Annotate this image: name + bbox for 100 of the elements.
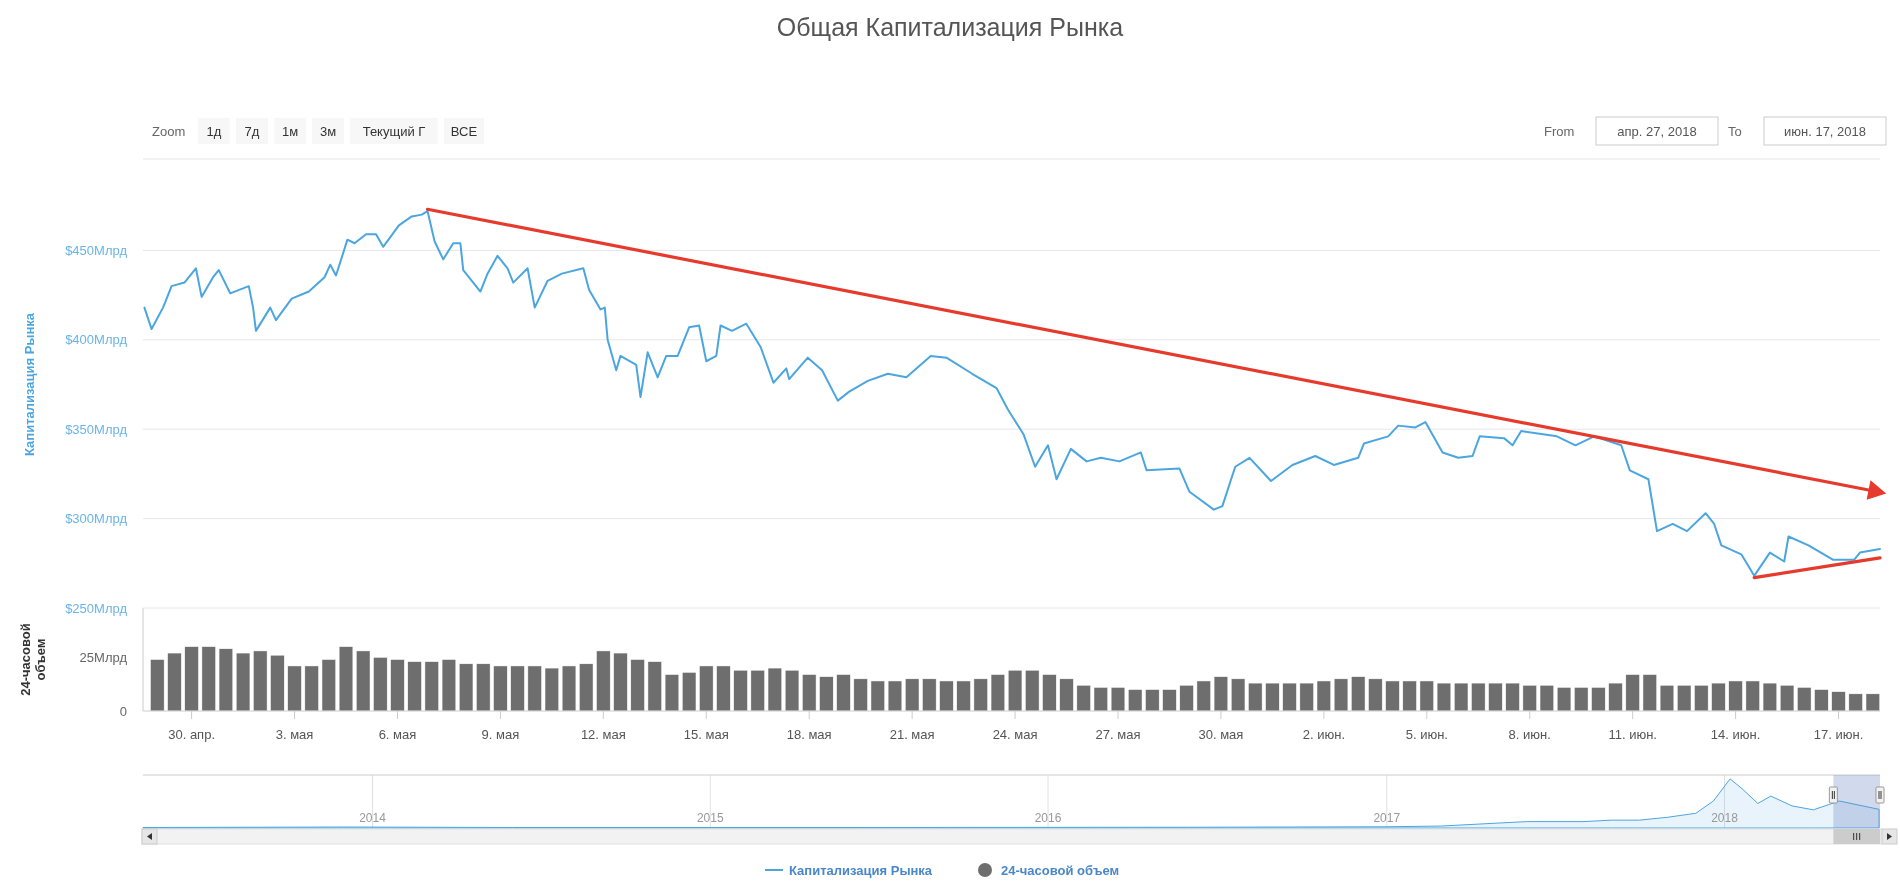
x-tick-label: 2015 [696, 811, 724, 825]
text: июн. 17, 2018 [1783, 124, 1867, 139]
y-tick-label: $250Млрд [65, 600, 128, 616]
bar [1865, 693, 1880, 712]
x-tick-label: 3. мая [275, 727, 314, 742]
x-tick-label: 2016 [1034, 811, 1062, 825]
x-tick-label: 17. июн. [1813, 727, 1864, 742]
bar [1677, 685, 1692, 712]
text: From [1544, 124, 1575, 139]
bar [1779, 685, 1795, 712]
bar [990, 674, 1006, 712]
bar [1213, 676, 1229, 712]
bar [1591, 687, 1606, 712]
bar [253, 650, 268, 712]
bar [870, 680, 885, 712]
bar [802, 674, 817, 712]
bar [939, 680, 954, 712]
bar [304, 665, 319, 712]
y-axis-title: Капитализация Рынка [22, 312, 37, 457]
y-tick-label: 0 [119, 703, 127, 719]
bar [1556, 687, 1572, 712]
bar [1762, 682, 1778, 712]
bar [1694, 685, 1709, 712]
x-tick-label: 8. июн. [1508, 727, 1551, 742]
y-tick-label: $400Млрд [65, 332, 128, 348]
bar [682, 672, 697, 712]
bar [1042, 674, 1057, 712]
bar [647, 661, 662, 712]
bar [613, 652, 628, 712]
bar [1145, 689, 1160, 712]
bar [167, 652, 182, 712]
bar [1642, 674, 1657, 712]
bar [1128, 689, 1143, 712]
bar [1385, 680, 1400, 712]
bar [1093, 687, 1108, 712]
bar [1402, 680, 1417, 712]
bar [270, 654, 285, 712]
bar [1608, 682, 1623, 712]
bar [1436, 682, 1452, 712]
bar [1574, 687, 1589, 712]
bar [1248, 682, 1263, 712]
bar [922, 678, 937, 712]
bar [493, 665, 508, 712]
bar [1711, 682, 1726, 712]
bar [1351, 676, 1366, 712]
bar [1419, 680, 1434, 712]
bar [1316, 680, 1331, 712]
bar [510, 665, 525, 712]
bar [1539, 685, 1554, 712]
x-tick-label: 2018 [1711, 811, 1739, 825]
x-tick-label: 27. мая [1095, 727, 1141, 742]
bar [338, 646, 354, 712]
chart-title: Общая Капитализация Рынка [776, 13, 1124, 41]
bar [218, 648, 234, 712]
bar [1025, 669, 1040, 712]
x-tick-label: 2014 [359, 811, 387, 825]
bar [750, 669, 765, 712]
bar [716, 665, 731, 712]
y-tick-label: $450Млрд [65, 242, 128, 258]
bar [527, 665, 542, 712]
bar [424, 661, 439, 712]
text: To [1728, 124, 1742, 139]
x-tick-label: 11. июн. [1608, 727, 1657, 742]
bar [1728, 680, 1743, 712]
text: Текущий Г [362, 124, 426, 139]
bar [1522, 685, 1537, 712]
bar [1505, 682, 1520, 712]
text: 3м [319, 124, 337, 139]
bar [1110, 687, 1126, 712]
bar [1745, 680, 1760, 712]
bar [441, 659, 457, 712]
bar [1814, 689, 1829, 712]
y-tick-label: $300Млрд [65, 511, 128, 527]
x-tick-label: 21. мая [889, 727, 935, 742]
bar [973, 678, 988, 712]
x-tick-label: 5. июн. [1405, 727, 1448, 742]
bar [905, 678, 920, 712]
bar [1059, 678, 1074, 712]
text: ВСЕ [450, 124, 478, 139]
x-tick-label: 9. мая [481, 727, 520, 742]
y-tick-label: $350Млрд [65, 421, 128, 437]
bar [1333, 678, 1349, 712]
bar [150, 659, 165, 712]
bar [836, 674, 851, 712]
bar [1299, 682, 1314, 712]
x-tick-label: 30. мая [1198, 727, 1244, 742]
bar [819, 676, 834, 712]
bar [784, 669, 800, 712]
x-tick-label: 12. мая [580, 727, 626, 742]
x-tick-label: 30. апр. [168, 727, 216, 742]
bar [1625, 674, 1640, 712]
bar [1848, 693, 1863, 712]
bar [373, 657, 388, 712]
bar [1797, 687, 1812, 712]
bar [1196, 680, 1211, 712]
text: Zoom [152, 124, 186, 139]
bar [733, 669, 748, 712]
bar [596, 650, 611, 712]
bar [407, 661, 422, 712]
x-tick-label: 2. июн. [1302, 727, 1346, 742]
